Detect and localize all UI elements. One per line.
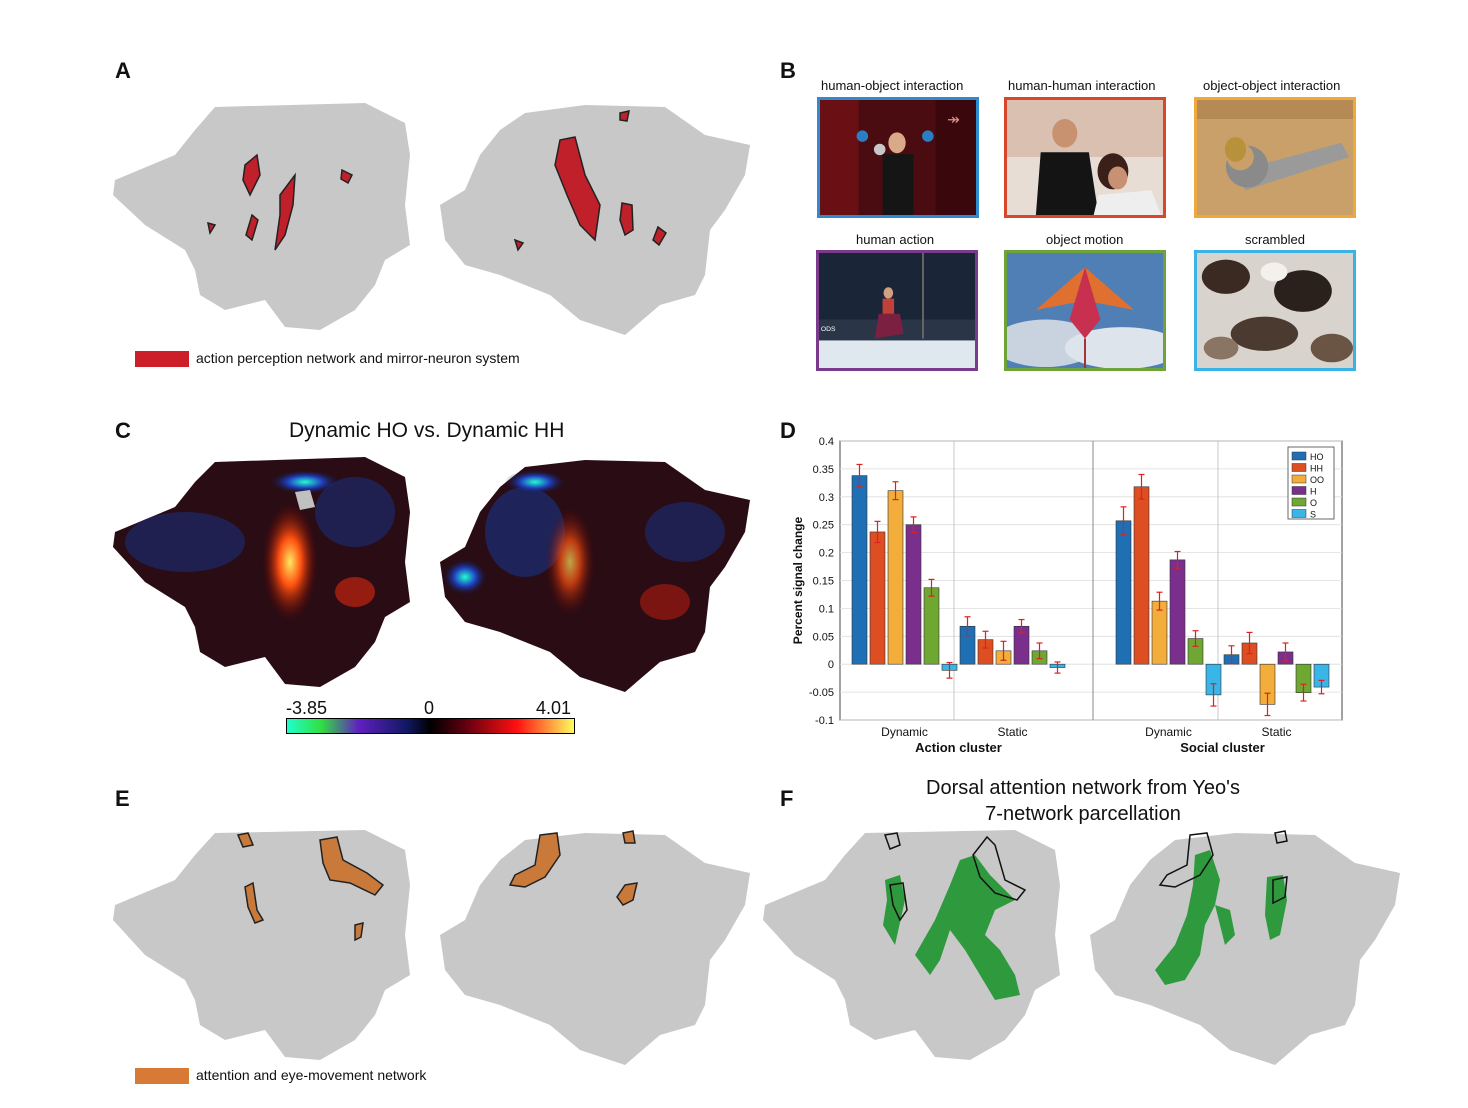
svg-text:↠: ↠ [947,112,960,129]
panel-c-activation-flatmaps [113,457,750,692]
y-axis-label: Percent signal change [791,516,805,644]
panel-e-legend-label: attention and eye-movement network [196,1067,427,1083]
y-tick-label: 0.05 [813,631,834,643]
bar-ho [1115,520,1132,665]
stimulus-label-object-motion: object motion [1046,232,1124,247]
right-flatmap-e [440,830,750,1065]
stimulus-label-object-object: object-object interaction [1203,78,1341,93]
colorbar-min-label: -3.85 [286,698,328,718]
y-tick-label: -0.05 [809,687,834,699]
left-flatmap-c [113,457,410,687]
legend-swatch-ho [1291,451,1307,461]
panel-f-brain-flatmaps [763,830,1400,1065]
bar-o [923,587,940,665]
y-tick-label: 0.35 [813,464,834,476]
stimulus-image-human-object: ↠ [817,97,979,218]
y-tick-label: 0.15 [813,576,834,588]
panel-f-title-line1: Dorsal attention network from Yeo's [926,777,1240,799]
condition-label: Static [1261,725,1291,739]
condition-label: Dynamic [881,725,928,739]
panel-f-title-line2: 7-network parcellation [985,803,1181,825]
condition-label: Dynamic [1145,725,1192,739]
legend-label-s: S [1310,510,1316,520]
panel-c-colorbar [286,718,575,734]
cluster-label: Action cluster [915,740,1002,755]
legend-label-oo: OO [1310,475,1324,485]
y-tick-label: 0.25 [813,520,834,532]
y-tick-label: 0 [828,659,834,671]
stimulus-image-object-object [1194,97,1356,218]
y-tick-label: 0.3 [819,492,834,504]
legend-swatch-h [1291,486,1307,495]
stimulus-image-human-action: ODS [816,250,978,371]
cluster-label: Social cluster [1180,740,1265,755]
y-tick-label: -0.1 [815,715,834,727]
right-flatmap-f [1090,830,1400,1065]
panel-a-letter: A [115,58,131,83]
right-flatmap-a [440,105,750,335]
panel-d-bar-chart: -0.1 -0.05 0 0.05 0.1 0.15 0.2 0.25 0.3 0.35 0.4 Pe… [791,436,1343,755]
panel-c-title: Dynamic HO vs. Dynamic HH [289,419,565,442]
panel-f-title: Dorsal attention network from Yeo's 7-ne… [883,775,1283,827]
stimulus-label-human-object: human-object interaction [821,78,964,93]
colorbar-mid-label: 0 [424,698,435,718]
bar-hh [1133,486,1150,665]
y-tick-label: 0.4 [819,436,834,448]
left-flatmap-a [113,103,410,330]
panel-b-letter: B [780,58,796,83]
right-flatmap-c [440,460,750,692]
panel-e-legend-swatch [135,1068,189,1084]
legend-swatch-oo [1291,474,1307,484]
legend-label-hh: HH [1310,464,1323,474]
y-tick-label: 0.1 [819,603,834,615]
left-flatmap-e [113,830,410,1060]
bar-oo [887,490,904,665]
legend-swatch-hh [1291,463,1307,472]
bar-ho [851,475,868,665]
legend-label-ho: HO [1310,452,1324,462]
panel-a-legend-label: action perception network and mirror-neu… [196,350,520,366]
condition-label: Static [997,725,1027,739]
bar-h [1169,559,1186,665]
legend-swatch-o [1291,497,1307,507]
legend-label-o: O [1310,498,1317,508]
bar-h [905,524,922,665]
panel-c-letter: C [115,418,131,443]
stimulus-image-scrambled [1194,250,1356,371]
panel-d-letter: D [780,418,796,443]
legend-swatch-s [1291,509,1307,518]
bar-hh [869,531,886,665]
stimulus-label-human-action: human action [856,232,935,247]
colorbar-max-label: 4.01 [536,698,572,718]
stimulus-label-scrambled: scrambled [1245,232,1305,247]
panel-f-letter: F [780,786,794,811]
panel-a-legend-swatch [135,351,189,367]
panel-e-letter: E [115,786,130,811]
left-flatmap-f [763,830,1060,1060]
svg-text:ODS: ODS [821,326,836,333]
stimulus-image-object-motion [1004,250,1166,371]
panel-e-brain-flatmaps [113,830,750,1065]
stimulus-label-human-human: human-human interaction [1008,78,1156,93]
stimulus-image-human-human [1004,97,1166,218]
legend-label-h: H [1310,487,1317,497]
y-tick-label: 0.2 [819,548,834,560]
panel-a-brain-flatmaps [113,103,750,335]
